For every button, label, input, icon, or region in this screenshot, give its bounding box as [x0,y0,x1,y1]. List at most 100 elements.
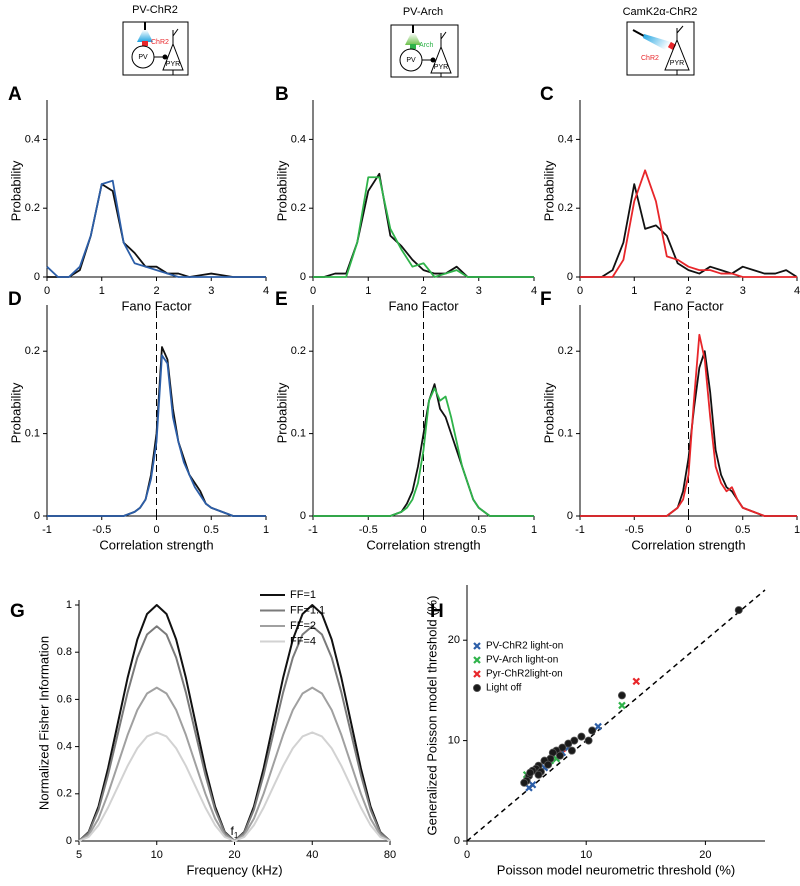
light [137,30,153,42]
x-tick-label: 10 [151,849,163,861]
panel-letter: G [10,601,25,622]
y-tick-label: 0.2 [25,345,40,357]
x-tick-label: 3 [740,285,746,297]
x-tick-label: 0.5 [735,524,750,536]
icon-label: PYR [166,61,180,68]
icon-frame [626,21,695,76]
point [525,784,533,792]
x-axis-title: Correlation strength [99,537,213,552]
y-tick-label: 0 [454,835,460,847]
synapse-dot [162,54,168,60]
legend-label: FF=4 [290,635,316,647]
panel-letter: A [8,84,22,105]
icon: ChR2 PYR [626,21,695,76]
series-line [47,183,266,278]
point [617,691,626,700]
x-tick-label: 0 [685,524,691,536]
icon-title: CamK2α-ChR2 [623,6,698,18]
point [588,726,597,735]
y-tick-label: 0.4 [291,133,306,145]
y-tick-label: 0.1 [25,428,40,440]
icon-label: PYR [670,60,684,67]
y-axis-title: Probability [274,160,289,221]
icon-frame [390,24,459,78]
point [520,778,529,787]
x-tick-label: -1 [42,524,52,536]
dendrite [172,28,179,75]
point [584,736,593,745]
annotation: f1 [231,824,239,840]
panel-letter: D [8,289,22,310]
point [594,722,602,731]
y-axis-title: Probability [8,160,23,221]
x-tick-label: 1 [99,285,105,297]
y-tick-label: 0.2 [291,345,306,357]
x-tick-label: 4 [263,285,269,297]
series-line [78,604,391,842]
x-tick-label: 2 [685,285,691,297]
x-tick-label: 3 [476,285,482,297]
point [564,739,573,748]
x-tick-label: 2 [153,285,159,297]
panel-letter: C [540,84,554,105]
x-tick-label: 40 [306,849,318,861]
x-tick-label: 0 [577,285,583,297]
annotation-text: f [231,824,235,838]
x-axis-title: Fano Factor [121,298,192,313]
series-line [313,172,534,278]
x-tick-label: 2 [420,285,426,297]
y-axis-title: Probability [274,382,289,443]
legend-label: FF=1.1 [290,604,325,616]
opsin [142,41,148,46]
x-tick-label: -1 [308,524,318,536]
legend-label: FF=2 [290,620,316,632]
annotation-subscript: 1 [234,831,239,840]
x-tick-label: 3 [208,285,214,297]
point [734,606,743,615]
y-tick-label: 0.1 [291,428,306,440]
y-tick-label: 0 [300,271,306,283]
x-tick-label: 0 [464,849,470,861]
point [618,701,626,710]
y-tick-label: 0 [567,271,573,283]
x-axis-title: Frequency (kHz) [186,862,282,877]
x-tick-label: 1 [794,524,800,536]
y-tick-label: 0.6 [57,693,72,705]
y-tick-label: 0.4 [558,133,573,145]
x-tick-label: 4 [794,285,800,297]
point [544,760,553,769]
x-tick-label: 1 [263,524,269,536]
y-axis-title: Probability [8,382,23,443]
x-tick-label: -0.5 [625,524,644,536]
x-tick-label: 80 [384,849,396,861]
point [577,732,586,741]
x-tick-label: 0 [420,524,426,536]
x-axis-title: Correlation strength [366,537,480,552]
y-tick-label: 0 [66,835,72,847]
y-tick-label: 0.2 [558,202,573,214]
legend-swatch [473,656,481,664]
y-tick-label: 0 [34,271,40,283]
y-tick-label: 20 [448,634,460,646]
series-line [78,731,391,842]
x-axis-title: Fano Factor [653,298,724,313]
x-axis-title: Correlation strength [631,537,745,552]
x-tick-label: 1 [631,285,637,297]
opsin [410,44,416,49]
x-tick-label: 1 [365,285,371,297]
series-line [313,176,534,278]
light [405,33,421,45]
y-axis-title: Generalized Poisson model threshold (%) [424,596,439,836]
y-tick-label: 0.2 [558,345,573,357]
panel-letter: F [540,289,552,310]
icon-label: PV [406,57,416,64]
legend-label: Pyr-ChR2light-on [486,669,563,680]
y-tick-label: 0.4 [57,741,72,753]
legend-label: PV-ChR2 light-on [486,641,563,652]
point [632,677,641,686]
legend-swatch [472,684,481,693]
x-tick-label: -0.5 [92,524,111,536]
y-tick-label: 0 [300,510,306,522]
series-line [78,686,391,842]
